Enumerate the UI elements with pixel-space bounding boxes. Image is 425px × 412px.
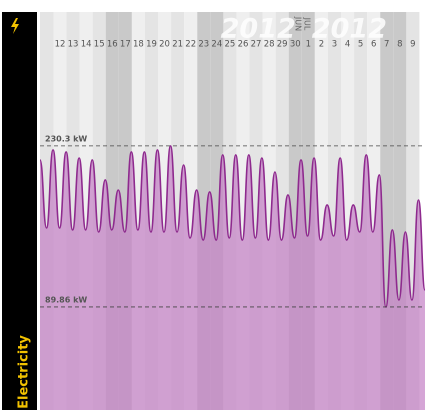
day-label: 23 bbox=[198, 40, 209, 50]
lightning-icon bbox=[11, 18, 19, 34]
line bbox=[39, 145, 425, 308]
day-label: 8 bbox=[397, 40, 402, 50]
day-label: 17 bbox=[120, 40, 131, 50]
day-label: 9 bbox=[410, 40, 415, 50]
day-label: 13 bbox=[68, 40, 79, 50]
day-label: 18 bbox=[133, 40, 144, 50]
day-label: 25 bbox=[224, 40, 235, 50]
sidebar bbox=[2, 12, 37, 410]
day-label: 16 bbox=[107, 40, 118, 50]
day-label: 26 bbox=[238, 40, 249, 50]
month-label: JUL bbox=[302, 17, 311, 31]
day-label: 6 bbox=[371, 40, 376, 50]
day-label: 21 bbox=[172, 40, 183, 50]
day-label: 28 bbox=[264, 40, 275, 50]
day-label: 14 bbox=[81, 40, 92, 50]
reference-label: 89.86 kW bbox=[45, 295, 87, 304]
day-label: 22 bbox=[185, 40, 196, 50]
day-label: 30 bbox=[290, 40, 301, 50]
day-label: 5 bbox=[358, 40, 363, 50]
day-label: 3 bbox=[332, 40, 337, 50]
reference-label: 230.3 kW bbox=[45, 134, 87, 143]
year-label: 2012 bbox=[312, 14, 387, 45]
day-label: 2 bbox=[319, 40, 324, 50]
month-label: JUN bbox=[293, 16, 302, 31]
year-label: 2012 bbox=[221, 14, 296, 45]
plot: 230.3 kW 89.86 kW bbox=[39, 134, 425, 411]
day-label: 7 bbox=[384, 40, 389, 50]
day-label: 24 bbox=[211, 40, 222, 50]
day-label: 4 bbox=[345, 40, 350, 50]
day-label: 20 bbox=[159, 40, 170, 50]
day-label: 29 bbox=[277, 40, 288, 50]
day-label: 27 bbox=[251, 40, 262, 50]
day-label: 12 bbox=[55, 40, 66, 50]
sidebar-title: Electricity bbox=[17, 335, 32, 409]
day-label: 1 bbox=[306, 40, 311, 50]
day-label: 19 bbox=[146, 40, 157, 50]
day-label: 15 bbox=[94, 40, 105, 50]
